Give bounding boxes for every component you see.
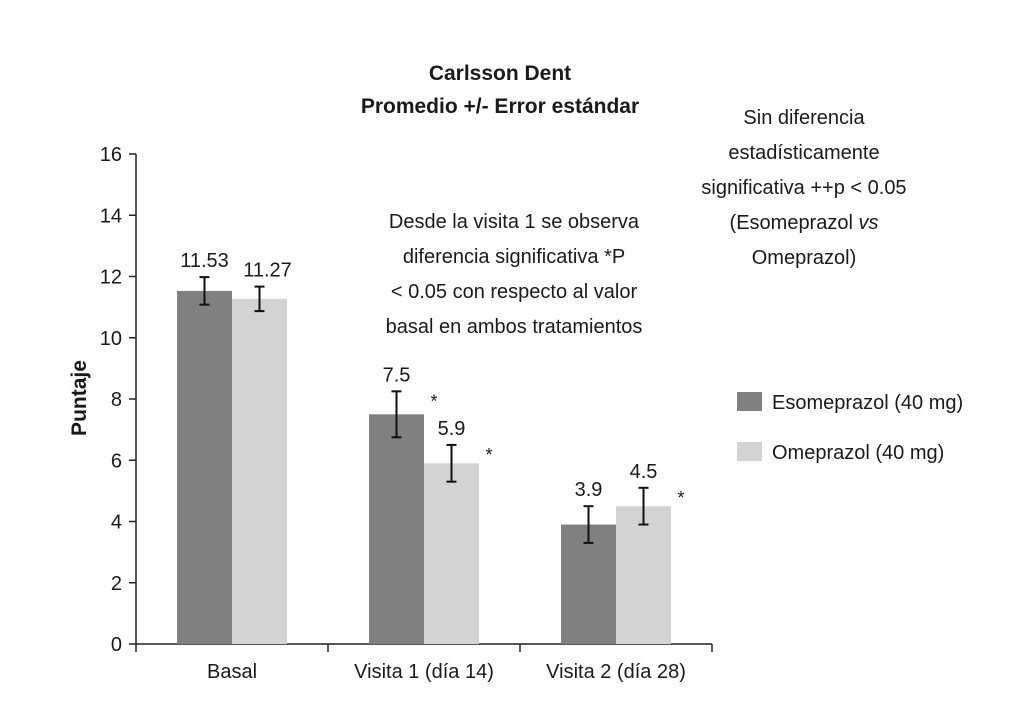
- y-tick-label: 8: [111, 389, 122, 411]
- y-tick-label: 2: [111, 573, 122, 595]
- data-label: 5.9: [438, 418, 466, 440]
- x-tick-label: Visita 1 (día 14): [354, 661, 494, 683]
- legend-label: Omeprazol (40 mg): [772, 442, 944, 464]
- significance-marker: *: [677, 488, 684, 508]
- significance-marker: *: [430, 391, 437, 411]
- data-label: 11.27: [243, 260, 292, 282]
- annotation-line: (Esomeprazol vs: [730, 212, 879, 234]
- chart-title: Carlsson Dent: [429, 62, 571, 85]
- data-label: 3.9: [575, 479, 603, 501]
- data-label: 11.53: [180, 250, 229, 272]
- annotation-line: estadísticamente: [728, 142, 879, 164]
- annotation-line: < 0.05 con respecto al valor: [391, 281, 638, 303]
- legend-swatch: [737, 392, 762, 411]
- annotation-line: Sin diferencia: [743, 107, 865, 129]
- x-tick-label: Basal: [207, 661, 257, 683]
- legend: Esomeprazol (40 mg) Omeprazol (40 mg): [737, 392, 963, 464]
- annotation-line: diferencia significativa *P: [403, 246, 625, 268]
- y-tick-label: 6: [111, 450, 122, 472]
- annotation-line: Desde la visita 1 se observa: [389, 211, 640, 233]
- x-tick-label: Visita 2 (día 28): [546, 661, 686, 683]
- legend-swatch: [737, 442, 762, 461]
- y-axis: 0 2 4 6 8 10 12 14 16: [100, 144, 137, 656]
- y-tick-label: 10: [100, 328, 122, 350]
- annotation-line: Omeprazol): [752, 247, 856, 269]
- significance-marker: *: [485, 445, 492, 465]
- bar: [616, 506, 671, 644]
- annotation-line: basal en ambos tratamientos: [386, 316, 643, 338]
- bar: [232, 298, 287, 644]
- y-tick-label: 16: [100, 144, 122, 166]
- y-tick-label: 4: [111, 512, 122, 534]
- legend-label: Esomeprazol (40 mg): [772, 392, 963, 414]
- data-label: 7.5: [383, 364, 411, 386]
- bar: [561, 524, 616, 644]
- data-label: 4.5: [630, 461, 658, 483]
- annotation-line: significativa ++p < 0.05: [701, 177, 906, 199]
- y-tick-label: 14: [100, 205, 122, 227]
- x-axis: Basal Visita 1 (día 14) Visita 2 (día 28): [135, 643, 713, 683]
- y-axis-label: Puntaje: [68, 360, 91, 436]
- bars: 11.537.5*3.9*11.275.9*4.5*: [177, 250, 685, 644]
- annotations: Desde la visita 1 se observa diferencia s…: [386, 107, 907, 338]
- bar: [424, 463, 479, 644]
- chart-subtitle: Promedio +/- Error estándar: [361, 95, 639, 118]
- bar: [369, 414, 424, 644]
- y-tick-label: 12: [100, 267, 122, 289]
- bar: [177, 290, 232, 644]
- y-tick-label: 0: [111, 634, 122, 656]
